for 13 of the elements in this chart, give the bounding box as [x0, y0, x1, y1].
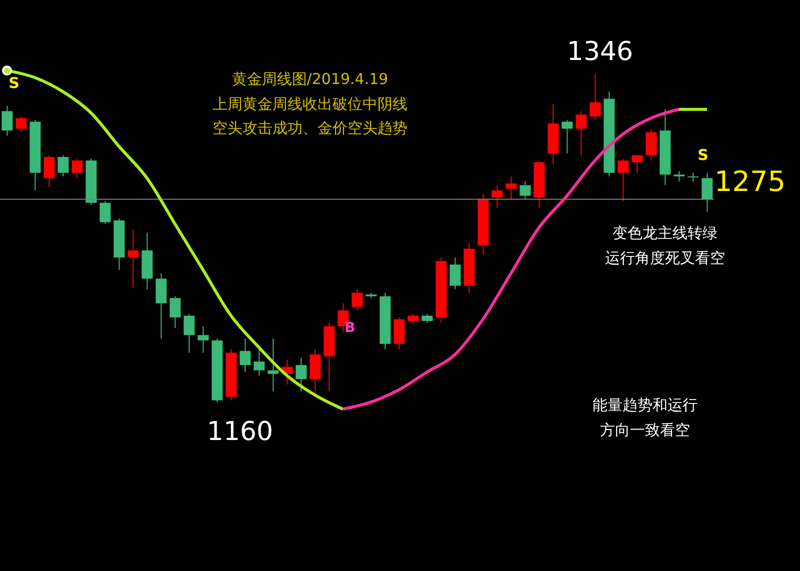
annotation: 变色龙主线转绿 [612, 224, 718, 242]
annotation: 空头攻击成功、金价空头趋势 [212, 119, 408, 137]
text: 上周黄金周线收出破位中阴线 [212, 95, 408, 113]
annotation: S [8, 74, 20, 92]
annotation: B [344, 320, 356, 336]
annotation: 运行角度死叉看空 [605, 249, 725, 267]
text: 1160 [206, 417, 274, 447]
chart-title: 黄金周线图/2019.4.19 [232, 70, 388, 88]
text: 方向一致看空 [600, 421, 690, 439]
text: 1275 [714, 165, 786, 198]
text: 1346 [566, 37, 634, 67]
annotation: 能量趋势和运行 [592, 396, 698, 414]
annotation: S [698, 146, 708, 164]
